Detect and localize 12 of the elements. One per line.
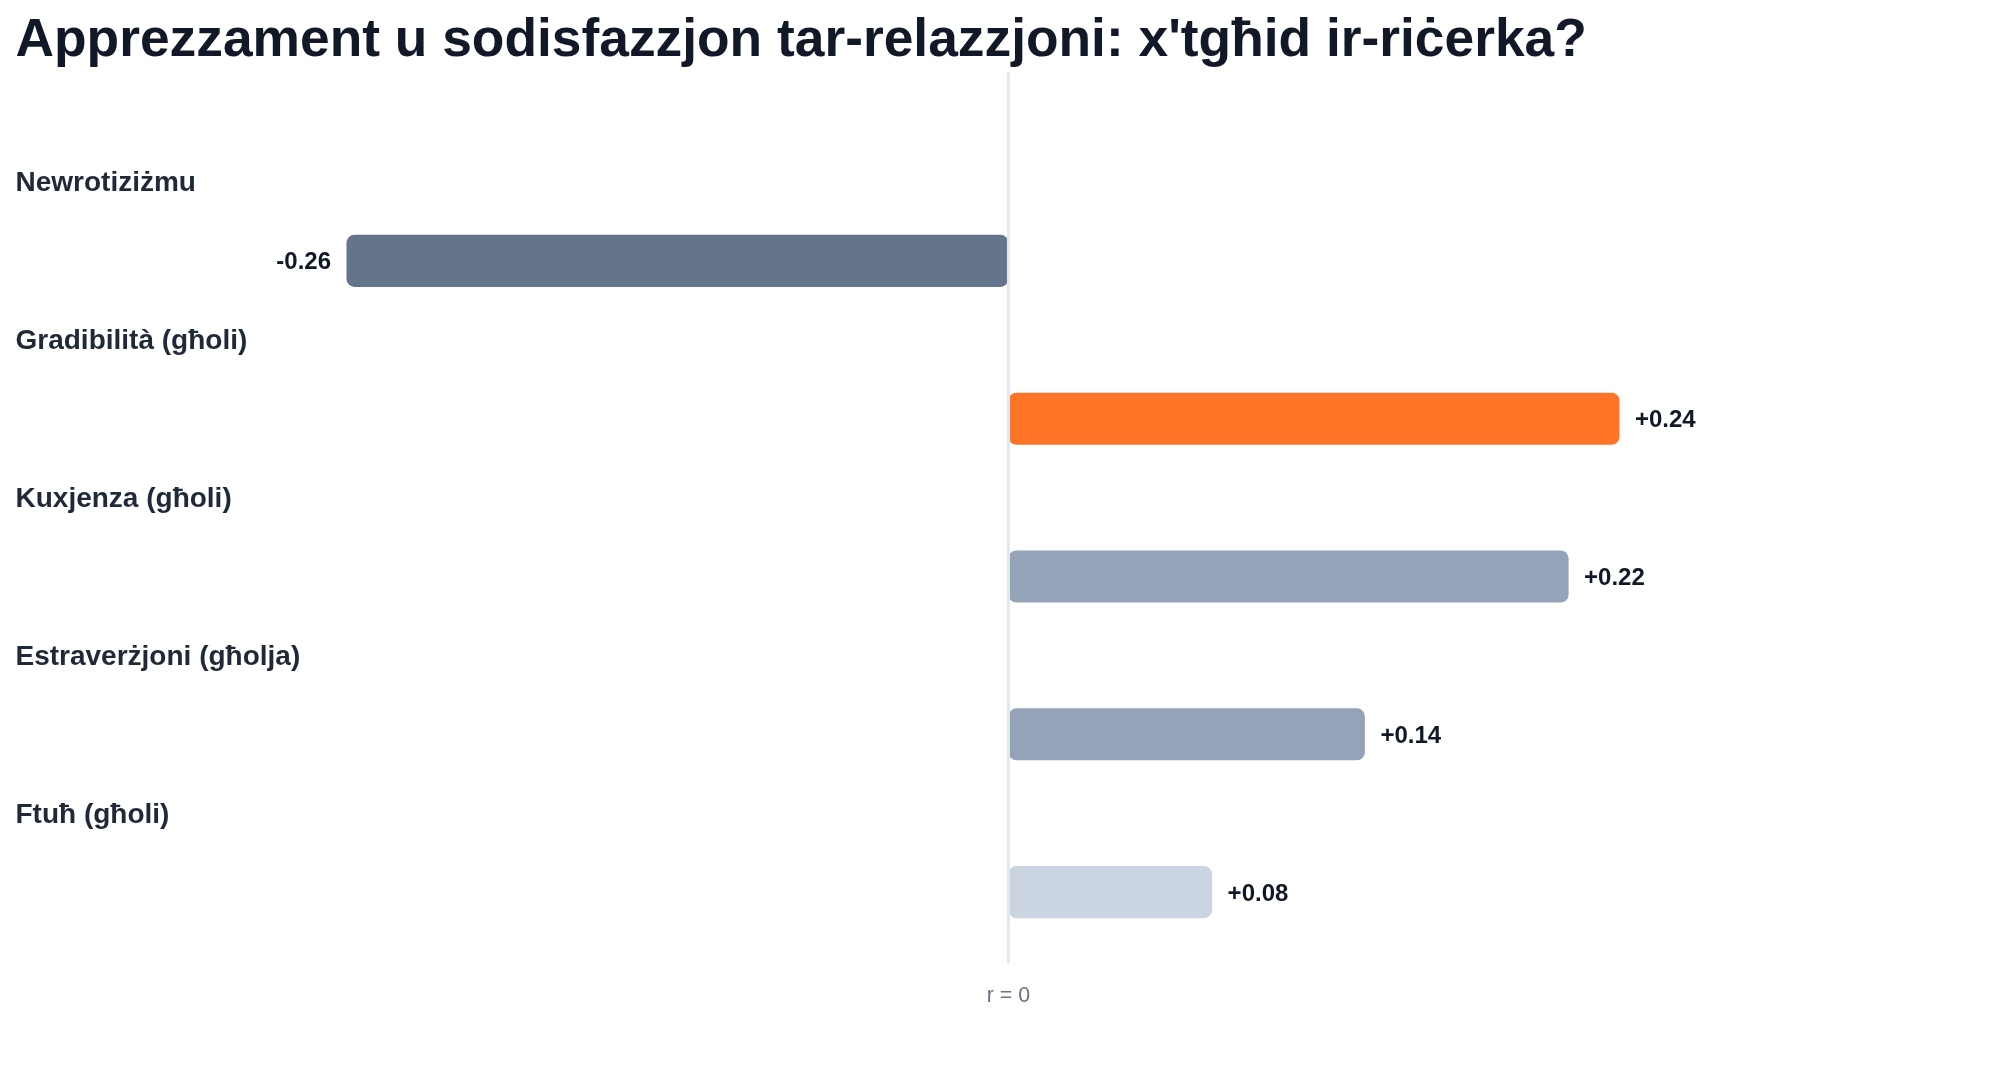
data-label: -0.26 (276, 247, 332, 275)
y-tick-label: Gradibilità (għoli) (15, 324, 248, 356)
ref-line-label: r = 0 (986, 982, 1031, 1007)
y-tick-label: Estraverżjoni (għolja) (15, 639, 301, 671)
data-label: +0.24 (1634, 405, 1697, 433)
chart-title: Apprezzament u sodisfazzjon tar-relazzjoni: x'tgħid ir-riċerka? (15, 7, 1587, 67)
data-label: +0.08 (1227, 878, 1289, 906)
y-tick-label: Kuxjenza (għoli) (15, 482, 232, 514)
y-tick-label: Newrotiziżmu (15, 166, 196, 198)
data-label: +0.14 (1380, 720, 1442, 748)
y-tick-label: Ftuħ (għoli) (15, 797, 170, 829)
data-label: +0.22 (1584, 563, 1645, 591)
